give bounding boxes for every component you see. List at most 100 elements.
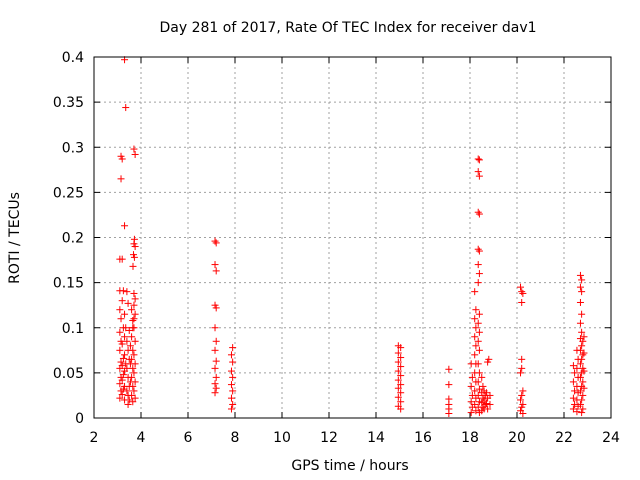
data-point — [474, 378, 482, 386]
y-tick-label: 0.25 — [53, 185, 84, 201]
data-point — [123, 387, 131, 395]
data-point — [472, 324, 480, 332]
data-point — [397, 389, 405, 397]
data-point — [121, 351, 129, 359]
data-point — [124, 400, 132, 408]
data-point — [475, 172, 483, 180]
y-axis-label: ROTI / TECUs — [7, 192, 23, 284]
data-point — [573, 408, 581, 416]
data-point — [474, 208, 482, 216]
data-point — [482, 400, 490, 408]
data-point — [131, 295, 139, 303]
data-point — [121, 310, 129, 318]
data-point — [128, 306, 136, 314]
axis-ticks — [93, 56, 612, 419]
data-point — [394, 349, 402, 357]
data-point — [116, 306, 124, 314]
data-point — [130, 351, 138, 359]
data-point — [518, 364, 526, 372]
data-point — [119, 354, 127, 362]
data-point — [397, 398, 405, 406]
data-point — [128, 333, 136, 341]
data-point — [211, 324, 219, 332]
data-point — [229, 344, 237, 352]
data-point — [211, 237, 219, 245]
y-tick-labels: 0 0.05 0.1 0.15 0.2 0.25 0.3 0.35 0.4 — [53, 50, 84, 427]
x-tick-label: 6 — [184, 430, 193, 446]
data-point — [579, 351, 587, 359]
data-point — [474, 337, 482, 345]
data-point — [229, 358, 237, 366]
data-point — [474, 391, 482, 399]
data-point — [475, 369, 483, 377]
data-point — [475, 210, 483, 218]
data-point — [475, 156, 483, 164]
data-point — [578, 288, 586, 296]
data-point — [474, 155, 482, 163]
data-point — [212, 337, 220, 345]
data-point — [484, 358, 492, 366]
data-point — [479, 382, 487, 390]
x-tick-label: 10 — [273, 430, 291, 446]
data-point — [130, 324, 138, 332]
data-point — [118, 155, 126, 163]
x-tick-label: 22 — [555, 430, 573, 446]
data-point — [129, 262, 137, 270]
data-point — [475, 247, 483, 255]
data-point — [482, 389, 490, 397]
data-point — [131, 337, 139, 345]
data-point — [211, 389, 219, 397]
data-point — [467, 398, 475, 406]
data-point — [474, 261, 482, 269]
data-point — [475, 328, 483, 336]
data-point — [128, 355, 136, 363]
data-point — [468, 373, 476, 381]
data-point — [468, 391, 476, 399]
data-point — [117, 175, 125, 183]
data-point — [474, 279, 482, 287]
data-point — [227, 381, 235, 389]
data-point — [518, 355, 526, 363]
data-point — [576, 400, 584, 408]
y-tick-label: 0.1 — [62, 321, 84, 337]
data-point — [578, 276, 586, 284]
data-point — [578, 396, 586, 404]
data-point — [576, 346, 584, 354]
data-point — [118, 376, 126, 384]
data-point — [212, 304, 220, 312]
data-point — [227, 367, 235, 375]
data-point — [128, 373, 136, 381]
data-point — [118, 391, 126, 399]
data-point — [130, 301, 138, 309]
data-point — [471, 288, 479, 296]
data-point — [397, 405, 405, 413]
x-tick-labels: 2 4 6 8 10 12 14 16 18 20 22 24 — [90, 430, 620, 446]
data-point — [212, 357, 220, 365]
data-point — [125, 326, 133, 334]
data-point — [118, 340, 126, 348]
data-point — [467, 382, 475, 390]
data-point — [475, 310, 483, 318]
plot-frame — [93, 56, 612, 419]
data-point — [576, 283, 584, 291]
data-point — [211, 261, 219, 269]
chart-title: Day 281 of 2017, Rate Of TEC Index for r… — [159, 20, 536, 36]
data-point — [118, 255, 126, 263]
data-point — [518, 298, 526, 306]
data-points — [116, 56, 588, 417]
data-point — [117, 387, 125, 395]
data-point — [227, 351, 235, 359]
data-point — [211, 364, 219, 372]
data-point — [569, 405, 577, 413]
data-point — [121, 222, 129, 230]
x-tick-label: 18 — [461, 430, 479, 446]
x-tick-label: 12 — [320, 430, 338, 446]
data-point — [519, 409, 527, 417]
data-point — [129, 346, 137, 354]
data-point — [397, 372, 405, 380]
x-tick-label: 16 — [414, 430, 432, 446]
data-point — [475, 385, 483, 393]
data-point — [131, 310, 139, 318]
data-point — [116, 380, 124, 388]
